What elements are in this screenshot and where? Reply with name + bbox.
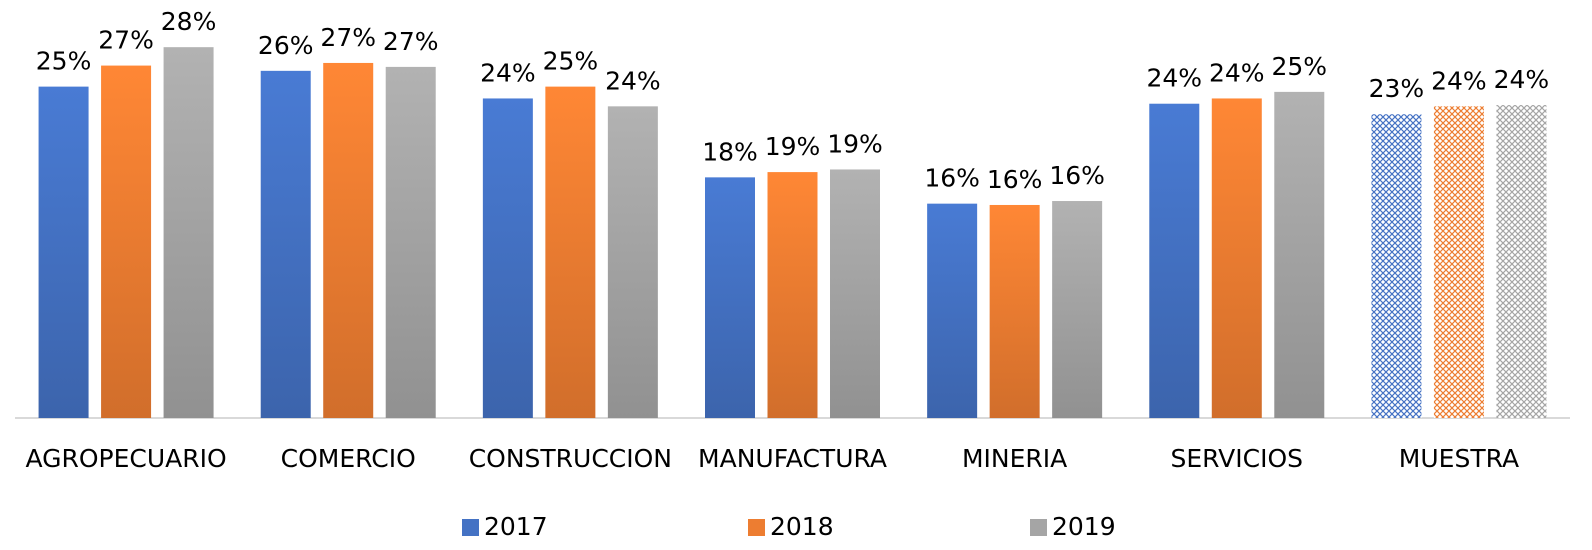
data-label: 27% — [383, 27, 439, 56]
data-label: 25% — [36, 47, 92, 76]
bar — [545, 86, 596, 419]
bar — [1211, 98, 1262, 418]
bar — [482, 98, 533, 418]
bar — [1371, 114, 1422, 419]
data-label: 27% — [320, 23, 376, 52]
data-label: 26% — [258, 31, 314, 60]
bar — [830, 169, 880, 418]
data-label: 24% — [1146, 64, 1202, 93]
x-tick-label: MUESTRA — [1399, 444, 1519, 473]
data-label: 24% — [1209, 58, 1265, 87]
bar — [38, 86, 89, 419]
bar — [989, 204, 1040, 418]
x-tick-label: MANUFACTURA — [698, 444, 887, 473]
data-label: 18% — [702, 137, 758, 166]
data-label: 19% — [827, 129, 883, 158]
data-label: 28% — [161, 7, 217, 36]
legend-label: 2018 — [770, 512, 834, 541]
data-label: 19% — [765, 132, 821, 161]
bar — [767, 172, 818, 418]
data-label: 23% — [1369, 74, 1425, 103]
x-tick-label: COMERCIO — [281, 444, 416, 473]
legend-label: 2019 — [1052, 512, 1116, 541]
legend-swatch — [462, 519, 479, 536]
data-label: 24% — [605, 66, 661, 95]
data-label: 24% — [1494, 65, 1550, 94]
x-tick-label: MINERIA — [962, 444, 1067, 473]
bar — [323, 62, 374, 418]
data-label: 24% — [480, 58, 536, 87]
bar — [101, 65, 152, 418]
legend-swatch — [748, 519, 765, 536]
bar — [1433, 106, 1484, 418]
legend-label: 2017 — [484, 512, 548, 541]
bar — [1274, 91, 1325, 418]
x-tick-label: SERVICIOS — [1171, 444, 1304, 473]
data-label: 16% — [987, 165, 1043, 194]
bar — [927, 203, 978, 418]
bar — [260, 70, 311, 418]
bar — [1149, 103, 1200, 418]
bar — [385, 66, 436, 419]
data-label: 25% — [1271, 52, 1327, 81]
legend-swatch — [1030, 519, 1047, 536]
bar — [1052, 201, 1103, 418]
data-label: 25% — [543, 47, 599, 76]
data-label: 16% — [924, 164, 980, 193]
bar — [163, 47, 214, 419]
data-label: 27% — [98, 26, 154, 55]
x-tick-label: CONSTRUCCION — [469, 444, 672, 473]
bar — [1496, 105, 1547, 418]
bar — [705, 177, 755, 418]
bar — [607, 106, 658, 418]
data-label: 16% — [1049, 161, 1105, 190]
data-label: 24% — [1431, 66, 1487, 95]
x-tick-label: AGROPECUARIO — [25, 444, 226, 473]
